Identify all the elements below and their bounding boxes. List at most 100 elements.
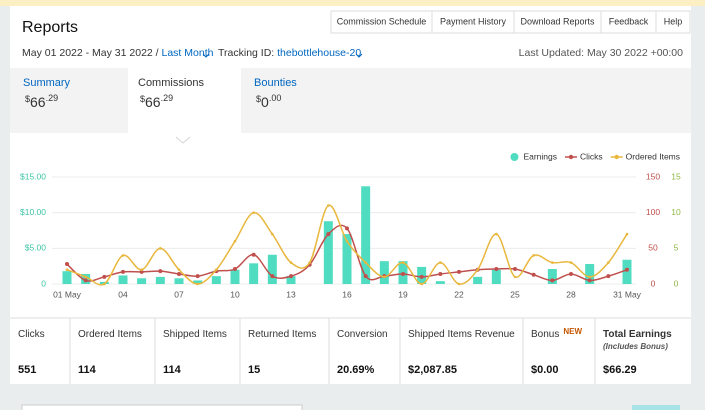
y-tick-label: $5.00 [25, 243, 47, 253]
line-point [550, 278, 555, 283]
bar [342, 234, 352, 284]
x-tick-label: 22 [454, 289, 464, 299]
line-point [308, 261, 311, 264]
nav-label[interactable]: Download Reports [520, 16, 595, 26]
line-point [103, 282, 106, 286]
line-point [401, 272, 405, 277]
bar [137, 278, 147, 284]
line-point [345, 239, 349, 243]
bar [118, 275, 128, 284]
stat-value: 551 [18, 364, 36, 376]
stat-label: Shipped Items Revenue [408, 329, 515, 340]
bar [62, 271, 72, 284]
line-point [270, 274, 275, 279]
bar [286, 276, 296, 284]
legend-icon [614, 154, 619, 160]
line-point [569, 272, 573, 277]
stat-label-text: Shipped Items Revenue [408, 329, 515, 340]
tab-band [10, 68, 691, 133]
line-point [102, 274, 107, 279]
selected-tab [128, 68, 241, 134]
line-point [551, 261, 554, 264]
line-point [513, 267, 517, 272]
bar [473, 276, 483, 284]
nav-label[interactable]: Help [664, 16, 683, 26]
tab-label[interactable]: Summary [23, 77, 71, 89]
stat-label-text: Clicks [18, 329, 45, 340]
line-point [513, 275, 517, 279]
tracking: Tracking ID: thebottlehouse-20 [218, 47, 361, 59]
y-tick-label: $10.00 [20, 207, 46, 217]
line-point [607, 261, 610, 264]
line-point [65, 268, 69, 272]
legend-label: Earnings [523, 151, 557, 161]
line-point [438, 272, 443, 277]
line-point [233, 267, 237, 272]
x-tick-label: 16 [342, 289, 352, 299]
stat-label-text: Conversion [337, 329, 388, 340]
stat-label-text: Shipped Items [163, 329, 227, 340]
line-point [345, 226, 349, 231]
tab-caret [175, 136, 191, 144]
line-point [606, 274, 611, 279]
line-point [401, 261, 405, 264]
y-tick-label: 0 [651, 278, 656, 288]
line-point [215, 268, 218, 272]
stat-label: Ordered Items [78, 329, 142, 340]
x-tick-label: 25 [510, 289, 520, 299]
line-point [494, 267, 499, 272]
y-tick-label: 10 [671, 207, 681, 217]
line-point [84, 275, 87, 279]
period-chevron [202, 53, 210, 58]
line-point [65, 262, 69, 267]
stat-value: $0.00 [531, 364, 559, 376]
nav-label[interactable]: Feedback [609, 16, 649, 26]
x-tick-label: 19 [398, 289, 408, 299]
amount-fraction: .00 [269, 93, 282, 103]
line-point [495, 232, 498, 236]
bottom-button [632, 405, 680, 410]
line-point [327, 204, 330, 207]
tab-amount: $66.29 [140, 93, 173, 109]
bar [491, 269, 501, 284]
line-point [531, 272, 536, 277]
amount-whole: 0 [261, 94, 269, 110]
line-point [587, 278, 592, 283]
bar [379, 261, 389, 284]
amount-currency: $ [256, 94, 261, 104]
line-point [289, 274, 293, 279]
line-point [140, 268, 143, 272]
x-tick-label: 31 May [613, 289, 642, 299]
nav-label[interactable]: Commission Schedule [337, 16, 427, 26]
stat-label: Total Earnings [603, 329, 672, 340]
nav-bar: Commission Schedule Payment History Downlo… [330, 10, 691, 34]
tab-label[interactable]: Bounties [254, 77, 297, 89]
line-point [251, 252, 256, 257]
bar [230, 269, 240, 284]
line-point [233, 239, 237, 243]
bar [585, 264, 595, 284]
line-point [271, 232, 274, 236]
date-range: May 01 2022 - May 31 2022 / Last Month [22, 47, 214, 59]
x-tick-label: 07 [174, 289, 184, 299]
nav-label[interactable]: Payment History [440, 16, 507, 26]
tab-label[interactable]: Commissions [138, 77, 205, 89]
nav-button[interactable] [655, 10, 691, 34]
chart: 0 $5.00 $10.00 $15.00 0 50 100 150 0 5 10 15 01 May 0… [20, 151, 681, 299]
amount-fraction: .29 [46, 93, 59, 103]
period-select[interactable]: Last Month [162, 47, 214, 59]
line-point [177, 268, 181, 272]
line-point [625, 232, 629, 236]
stat-label-text: Ordered Items [78, 329, 142, 340]
line-point [252, 211, 255, 214]
bar [323, 221, 333, 284]
legend-icon [568, 154, 574, 160]
line-point [195, 274, 200, 279]
tabs: Summary$66.29Commissions$66.29Bounties$0… [23, 77, 297, 110]
line-point [289, 261, 293, 264]
line-point [159, 247, 162, 250]
tracking-select[interactable]: thebottlehouse-20 [277, 47, 361, 59]
y-tick-label: 0 [41, 278, 46, 288]
amount-whole: 66 [30, 94, 46, 110]
